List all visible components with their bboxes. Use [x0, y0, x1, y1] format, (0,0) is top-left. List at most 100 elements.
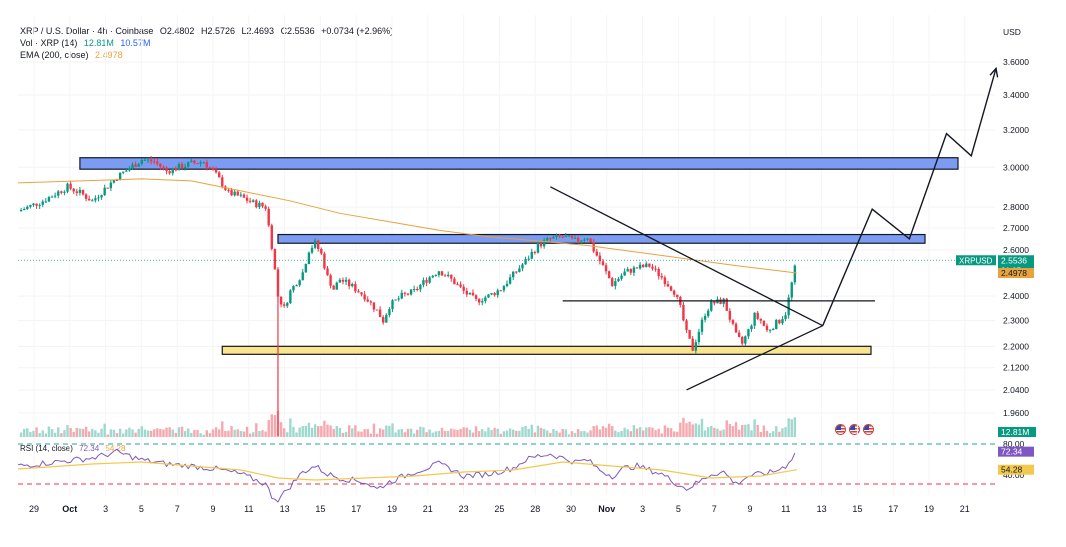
- candle-body: [276, 269, 280, 297]
- candle-body: [524, 259, 527, 265]
- volume-bar: [611, 426, 614, 437]
- candle-body: [617, 278, 620, 282]
- volume-bar: [295, 432, 298, 437]
- candle-body: [508, 277, 512, 284]
- volume-bar: [567, 434, 571, 437]
- volume-bar: [462, 427, 465, 437]
- volume-bar: [44, 433, 48, 437]
- candle-body: [22, 209, 26, 211]
- rsi-ma-line: [17, 461, 797, 481]
- volume-bar: [50, 429, 54, 437]
- volume-bar: [477, 431, 481, 437]
- candle-body: [570, 235, 574, 238]
- last-price-tag: 2.5536: [1001, 255, 1027, 265]
- candle-body: [741, 336, 744, 344]
- candle-body: [357, 291, 360, 293]
- time-tick-label: 9: [210, 504, 215, 514]
- candle-body: [261, 202, 264, 207]
- volume-bar: [645, 427, 648, 437]
- price-tick-label: 2.0400: [1003, 385, 1029, 395]
- candle-body: [666, 284, 670, 287]
- price-tick-label: 2.1200: [1003, 363, 1029, 373]
- volume-bar: [286, 432, 289, 437]
- us-flag-icon[interactable]: [863, 424, 874, 435]
- volume-bar: [267, 419, 270, 437]
- symbol-tag: XRPUSD: [959, 256, 993, 265]
- volume-bar: [428, 429, 431, 437]
- volume-bar: [156, 428, 159, 437]
- volume-tag: 12.81M: [1001, 427, 1029, 437]
- us-flag-icon[interactable]: [849, 424, 860, 435]
- volume-bar: [570, 431, 574, 437]
- volume-bar: [109, 429, 113, 437]
- candle-body: [706, 310, 710, 317]
- volume-bar: [174, 432, 178, 437]
- volume-bar: [654, 430, 657, 437]
- time-tick-label: 7: [712, 504, 717, 514]
- volume-bar: [669, 428, 673, 437]
- volume-bar: [406, 428, 410, 437]
- volume-bar: [375, 433, 379, 437]
- candle-body: [697, 331, 701, 343]
- candle-body: [728, 310, 732, 320]
- candle-body: [474, 295, 478, 299]
- time-tick-label: Oct: [62, 504, 77, 514]
- volume-bar: [354, 425, 357, 437]
- candle-body: [44, 201, 48, 203]
- candle-body: [320, 249, 323, 254]
- candle-body: [663, 277, 667, 285]
- candle-body: [347, 279, 351, 287]
- candle-body: [651, 266, 654, 269]
- volume-bar: [750, 430, 753, 437]
- candle-body: [784, 315, 787, 320]
- volume-bar: [152, 429, 156, 437]
- candle-body: [354, 283, 357, 292]
- volume-bar: [106, 434, 109, 437]
- candle-body: [787, 297, 790, 316]
- candle-body: [750, 325, 753, 330]
- volume-bar: [651, 427, 654, 437]
- time-tick-label: 25: [494, 504, 504, 514]
- volume-bar: [97, 432, 100, 437]
- volume-bar: [787, 418, 790, 437]
- volume-bar: [443, 430, 447, 437]
- candle-body: [72, 188, 75, 192]
- candle-body: [57, 191, 60, 196]
- candle-body: [778, 319, 781, 324]
- rsi-value-tag: 72.34: [1001, 447, 1023, 457]
- candle-body: [60, 191, 63, 193]
- volume-bar: [230, 426, 233, 437]
- candle-body: [536, 242, 540, 253]
- candle-body: [713, 300, 716, 304]
- volume-bar: [635, 428, 639, 437]
- candle-body: [623, 271, 626, 276]
- volume-bar: [171, 429, 174, 437]
- candle-body: [611, 278, 614, 287]
- candle-body: [190, 160, 193, 163]
- ema-200-line: [17, 178, 797, 274]
- us-flag-icon[interactable]: [835, 424, 846, 435]
- volume-bar: [778, 431, 781, 437]
- volume-bar: [326, 424, 329, 437]
- volume-bar: [193, 429, 196, 437]
- volume-bar: [307, 422, 311, 437]
- candle-body: [63, 191, 66, 193]
- candle-body: [440, 271, 444, 276]
- volume-bar: [521, 426, 524, 437]
- candle-body: [202, 162, 205, 164]
- volume-bar: [32, 430, 35, 437]
- volume-bar: [518, 430, 521, 437]
- price-tick-label: 3.4000: [1003, 90, 1029, 100]
- time-tick-label: 21: [423, 504, 433, 514]
- volume-bar: [397, 429, 400, 437]
- symbol-tag-bg: [956, 255, 996, 266]
- volume-bar: [657, 428, 660, 437]
- candle-body: [416, 289, 419, 291]
- candle-body: [180, 164, 184, 169]
- time-tick-label: 17: [888, 504, 898, 514]
- triangle-upper-line: [550, 186, 823, 327]
- candle-body: [753, 312, 756, 326]
- candle-body: [790, 282, 793, 298]
- candle-body: [264, 206, 267, 209]
